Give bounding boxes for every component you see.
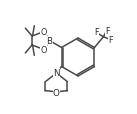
Text: O: O [53, 88, 60, 97]
Text: B: B [46, 37, 52, 46]
Text: F: F [108, 36, 113, 45]
Text: F: F [105, 27, 110, 36]
Text: N: N [53, 69, 60, 77]
Text: F: F [94, 28, 99, 37]
Text: O: O [40, 28, 47, 37]
Text: O: O [40, 46, 47, 54]
